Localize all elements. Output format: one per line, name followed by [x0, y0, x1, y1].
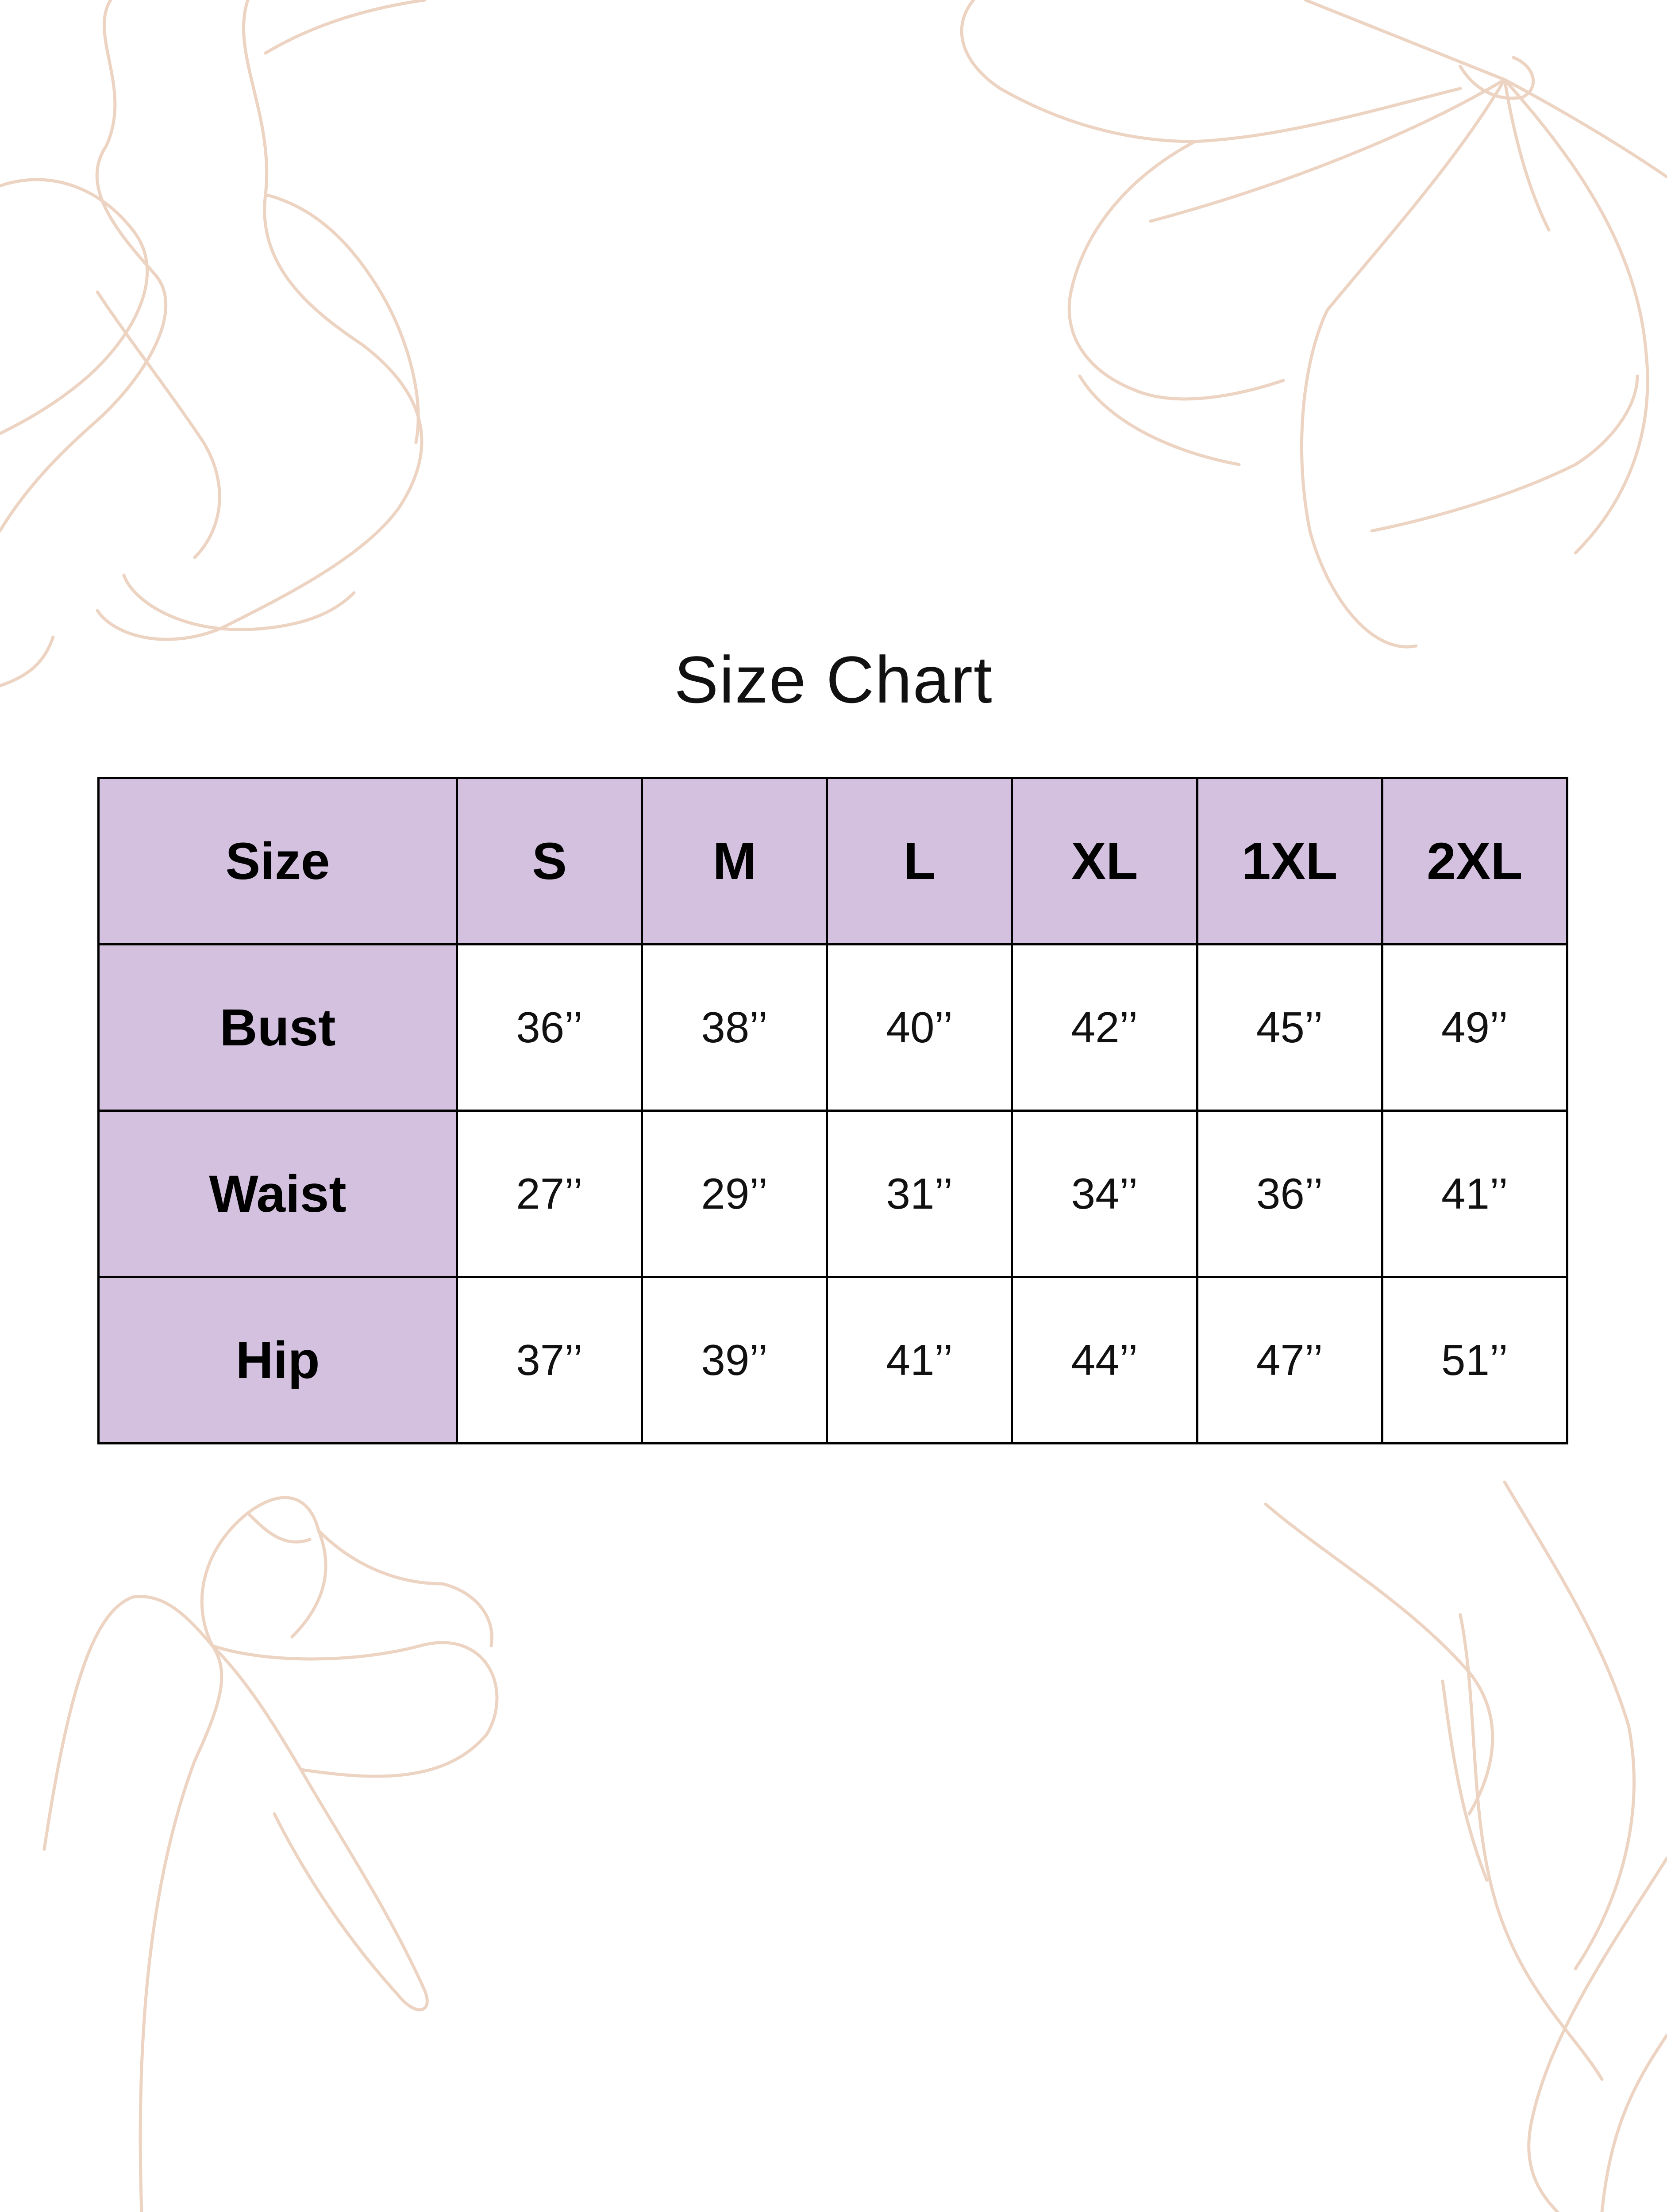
- flower-bottom-right-icon: [1264, 1480, 1667, 2212]
- table-row-waist: Waist 27’’ 29’’ 31’’ 34’’ 36’’ 41’’: [97, 1110, 1569, 1278]
- header-cell-xl: XL: [1011, 777, 1198, 945]
- table-cell: 42’’: [1011, 943, 1198, 1112]
- table-cell: 29’’: [641, 1110, 828, 1278]
- flower-top-left-icon: [0, 0, 427, 687]
- table-cell: 37’’: [455, 1276, 643, 1444]
- header-cell-l: L: [826, 777, 1013, 945]
- table-header-row: Size S M L XL 1XL 2XL: [97, 777, 1569, 945]
- table-cell: 31’’: [826, 1110, 1013, 1278]
- table-cell: 41’’: [826, 1276, 1013, 1444]
- table-cell: 39’’: [641, 1276, 828, 1444]
- table-cell: 40’’: [826, 943, 1013, 1112]
- size-chart-table: Size S M L XL 1XL 2XL Bust 36’’ 38’’ 40’…: [97, 777, 1569, 1444]
- table-cell: 47’’: [1196, 1276, 1383, 1444]
- table-cell: 38’’: [641, 943, 828, 1112]
- flower-top-right-icon: [960, 0, 1667, 649]
- row-label-hip: Hip: [97, 1276, 458, 1444]
- table-cell: 44’’: [1011, 1276, 1198, 1444]
- table-cell: 27’’: [455, 1110, 643, 1278]
- table-row-hip: Hip 37’’ 39’’ 41’’ 44’’ 47’’ 51’’: [97, 1276, 1569, 1444]
- table-cell: 36’’: [455, 943, 643, 1112]
- table-cell: 41’’: [1381, 1110, 1569, 1278]
- table-cell: 51’’: [1381, 1276, 1569, 1444]
- header-cell-m: M: [641, 777, 828, 945]
- table-cell: 36’’: [1196, 1110, 1383, 1278]
- table-cell: 34’’: [1011, 1110, 1198, 1278]
- header-cell-size: Size: [97, 777, 458, 945]
- row-label-waist: Waist: [97, 1110, 458, 1278]
- table-cell: 45’’: [1196, 943, 1383, 1112]
- flower-bottom-left-icon: [42, 1496, 499, 2212]
- header-cell-2xl: 2XL: [1381, 777, 1569, 945]
- table-cell: 49’’: [1381, 943, 1569, 1112]
- header-cell-1xl: 1XL: [1196, 777, 1383, 945]
- table-row-bust: Bust 36’’ 38’’ 40’’ 42’’ 45’’ 49’’: [97, 943, 1569, 1112]
- row-label-bust: Bust: [97, 943, 458, 1112]
- header-cell-s: S: [455, 777, 643, 945]
- page-title: Size Chart: [674, 642, 993, 717]
